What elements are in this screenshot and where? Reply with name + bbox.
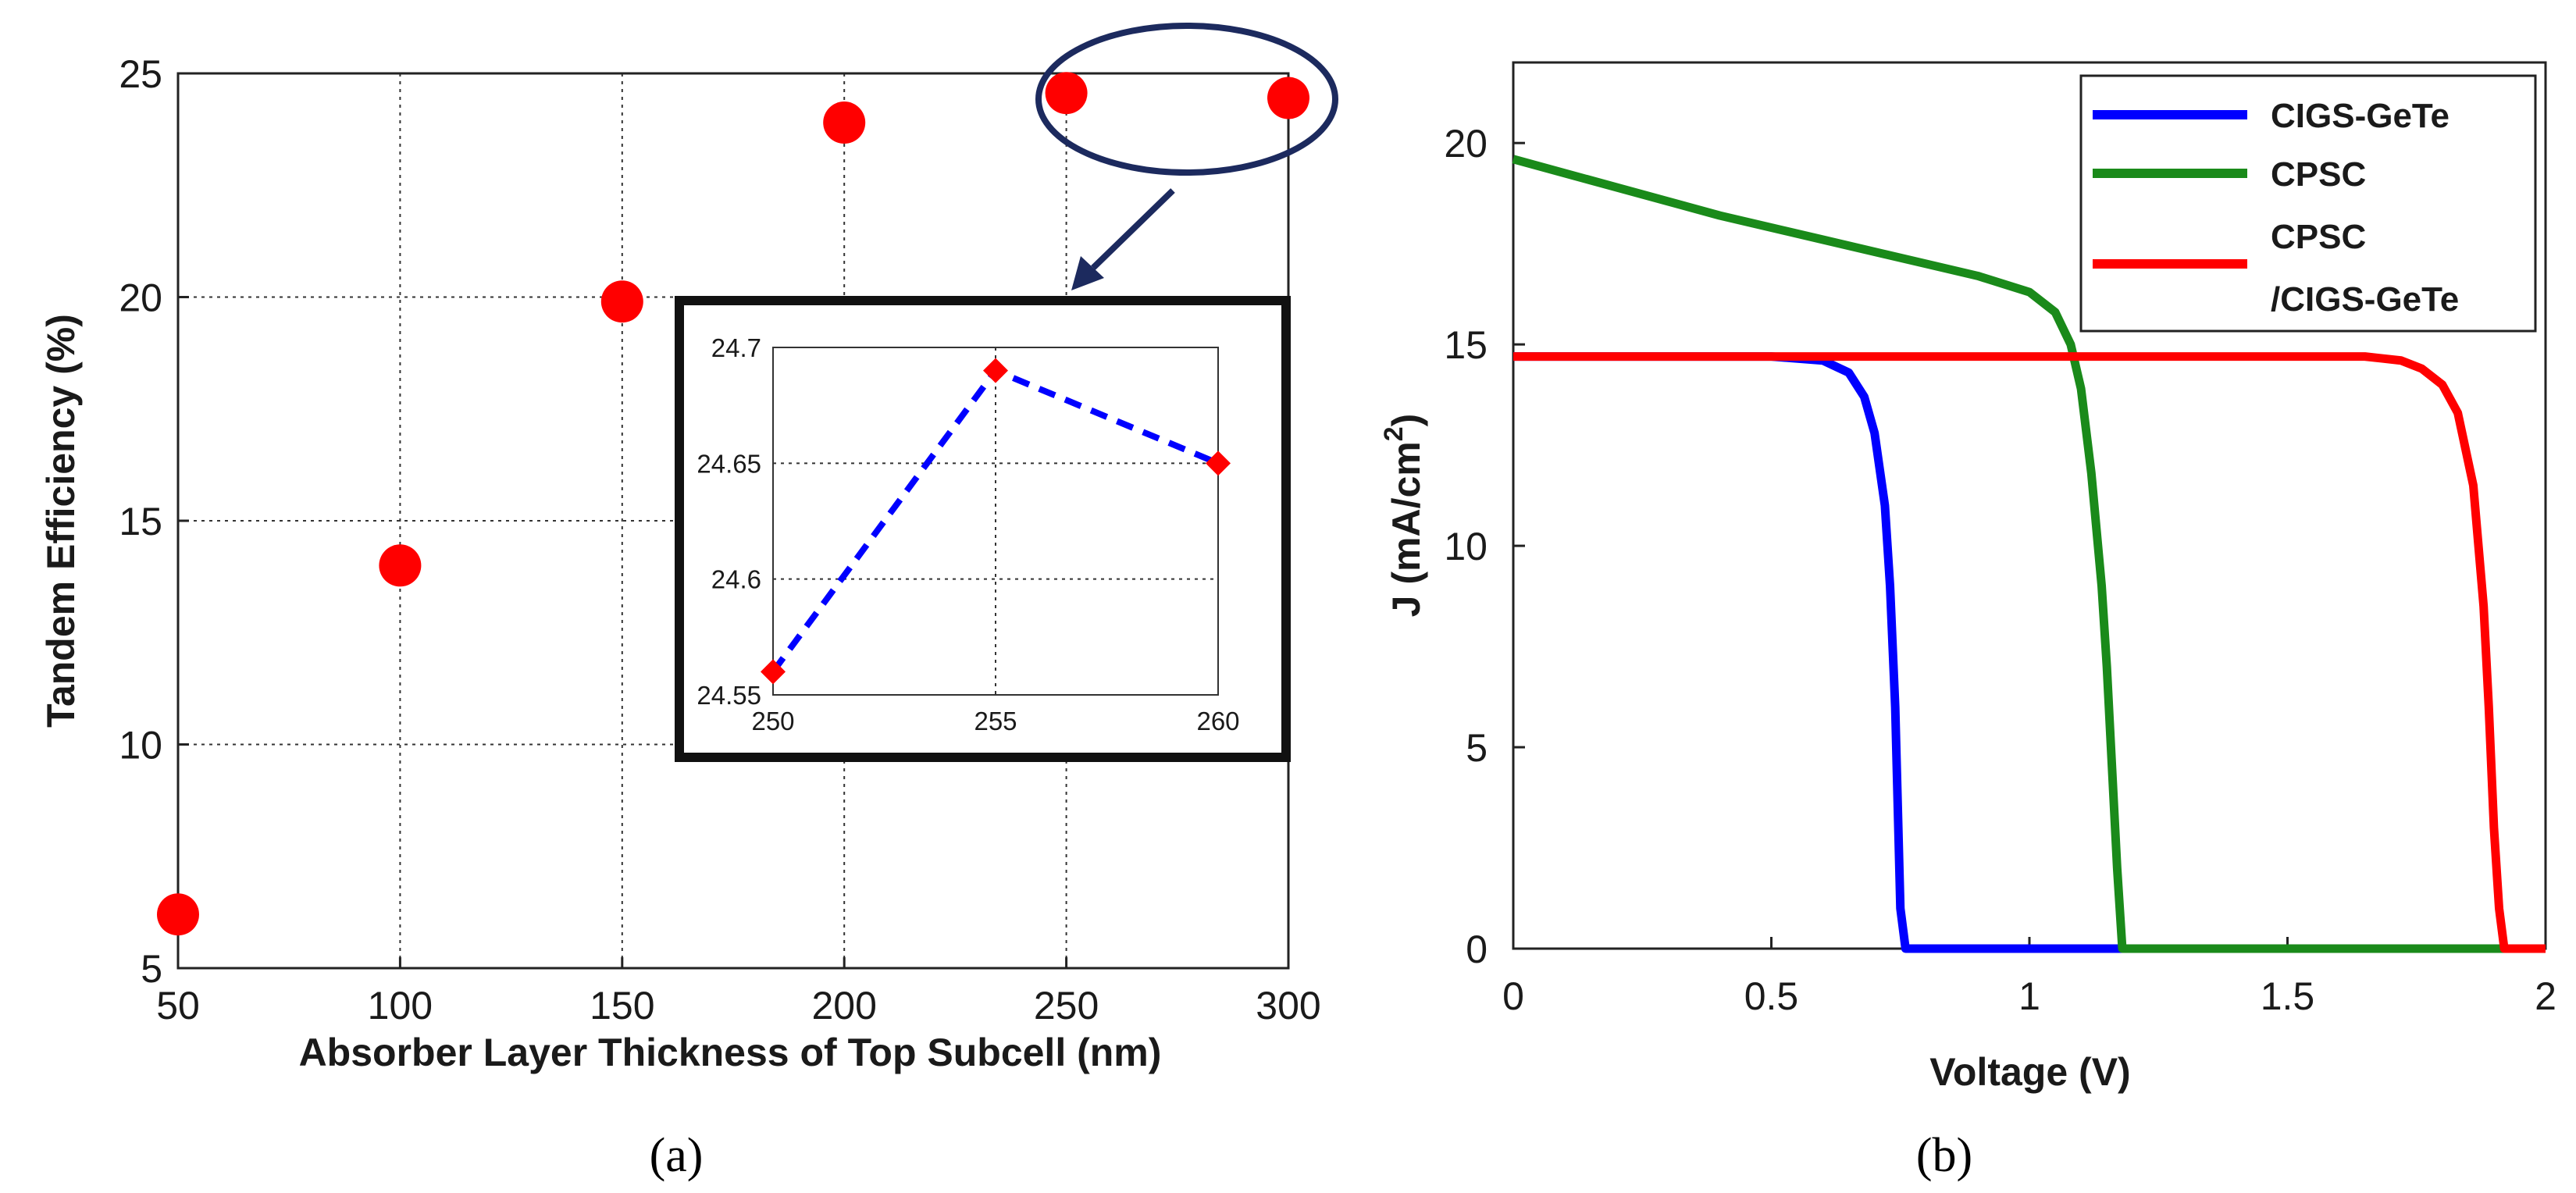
inset-data-point — [983, 358, 1008, 383]
chart-b-series-line-2 — [1513, 352, 2546, 953]
inset-x-tick-label: 250 — [751, 707, 794, 735]
chart-a-y-tick-label: 10 — [119, 724, 162, 767]
chart-a-data-point — [157, 893, 199, 936]
legend-label-cigs-gete: CIGS-GeTe — [2271, 97, 2450, 135]
panel-label-a: (a) — [650, 1129, 704, 1182]
chart-a-data-point — [1267, 77, 1309, 119]
inset-y-tick-label: 24.55 — [697, 681, 761, 710]
legend-label-cpsc-cigs-gete-line1: CPSC — [2271, 218, 2366, 256]
chart-a-data-point — [823, 101, 866, 144]
chart-a-data-point — [1045, 72, 1088, 115]
chart-a-y-tick-label: 5 — [141, 947, 162, 991]
chart-a-x-axis-label: Absorber Layer Thickness of Top Subcell … — [299, 1031, 1162, 1074]
chart-b-y-tick-label: 10 — [1444, 525, 1488, 568]
chart-a-x-tick-label: 100 — [368, 984, 433, 1027]
annotation-arrow-head — [1071, 256, 1104, 290]
chart-a-data-point — [600, 280, 643, 323]
inset-x-tick-label: 255 — [974, 707, 1017, 735]
chart-b-x-tick-label: 0.5 — [1744, 974, 1799, 1018]
chart-a-y-tick-label: 25 — [119, 52, 162, 96]
inset-y-tick-label: 24.65 — [697, 449, 761, 478]
highlight-ellipse — [1035, 23, 1338, 176]
panel-label-b: (b) — [1916, 1129, 1972, 1182]
inset-chart: 250 255 260 24.55 24.6 24.65 24.7 — [675, 296, 1291, 762]
legend-label-cpsc-cigs-gete-line2: /CIGS-GeTe — [2271, 280, 2459, 319]
chart-a-y-axis-label: Tandem Efficiency (%) — [39, 314, 83, 728]
chart-a-y-tick-label: 15 — [119, 500, 162, 543]
chart-b-series-line-0 — [1513, 352, 2546, 953]
inset-x-tick-label: 260 — [1196, 707, 1239, 735]
chart-a-data-point — [379, 544, 422, 587]
chart-a: 50 100 150 200 250 300 5 10 15 20 25 Absorber Lay… — [39, 23, 1338, 1182]
chart-b-y-axis-label: J (mA/cm2) — [1379, 414, 1428, 618]
chart-a-y-tick-label: 20 — [119, 276, 162, 320]
chart-b-x-tick-label: 2 — [2535, 974, 2556, 1018]
inset-y-tick-label: 24.6 — [711, 565, 761, 594]
chart-b-y-tick-label: 20 — [1444, 122, 1488, 166]
chart-b-y-tick-label: 5 — [1466, 726, 1488, 770]
chart-a-x-tick-label: 300 — [1256, 984, 1320, 1027]
chart-b-x-tick-label: 1 — [2018, 974, 2040, 1018]
chart-b-x-tick-label: 1.5 — [2261, 974, 2315, 1018]
legend-label-cpsc: CPSC — [2271, 155, 2366, 194]
inset-y-tick-label: 24.7 — [711, 333, 761, 362]
chart-b-x-tick-label: 0 — [1502, 974, 1524, 1018]
chart-b-y-tick-label: 0 — [1466, 928, 1488, 971]
annotation-arrow-line — [1091, 188, 1175, 270]
chart-a-x-tick-label: 200 — [811, 984, 876, 1027]
chart-b: 0 0.5 1 1.5 2 0 5 10 15 20 Voltage (V) J (mA/cm2… — [1379, 61, 2556, 1182]
chart-b-series-line-1 — [1512, 155, 2546, 953]
chart-b-x-axis-label: Voltage (V) — [1929, 1050, 2130, 1094]
chart-b-y-tick-label: 15 — [1444, 323, 1488, 367]
chart-a-x-tick-label: 250 — [1034, 984, 1099, 1027]
legend: CIGS-GeTe CPSC CPSC /CIGS-GeTe — [2079, 74, 2537, 333]
chart-a-x-tick-label: 50 — [156, 984, 200, 1027]
inset-frame — [675, 296, 1291, 762]
inset-data-point — [1206, 450, 1231, 476]
chart-a-x-tick-label: 150 — [590, 984, 654, 1027]
inset-data-point — [761, 659, 786, 685]
